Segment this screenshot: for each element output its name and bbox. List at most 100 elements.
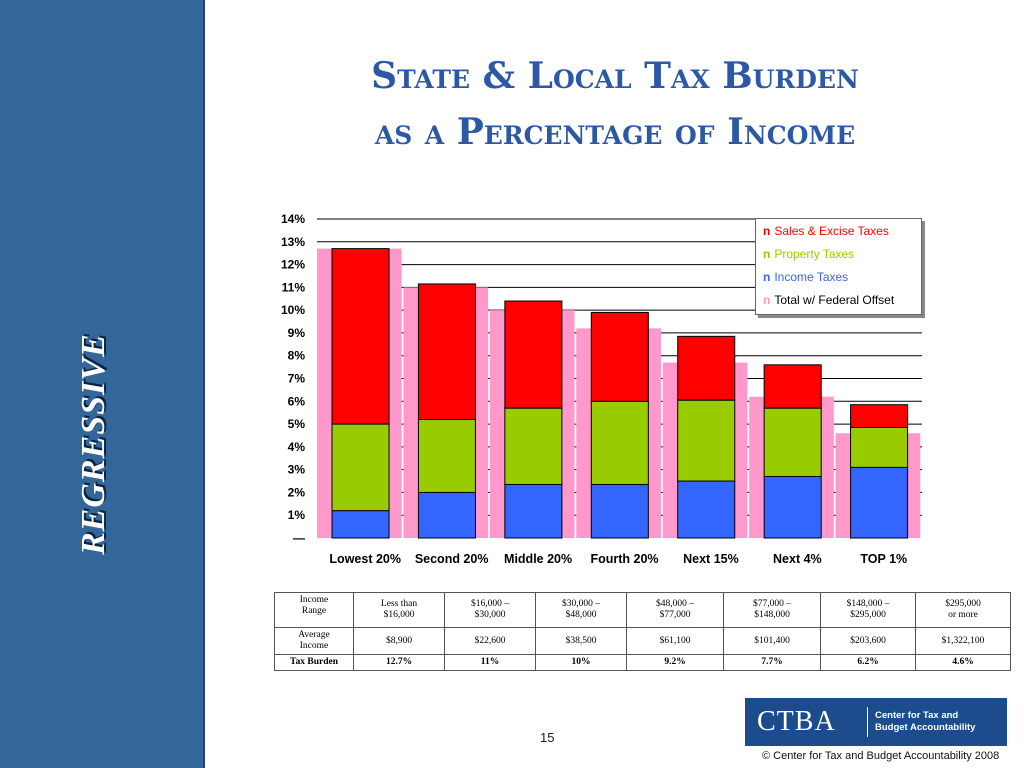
table-cell: 4.6% (915, 654, 1011, 671)
table-cell: Less than $16,000 (353, 592, 445, 628)
y-tick-label: 11% (282, 280, 306, 294)
copyright-notice: © Center for Tax and Budget Accountabili… (762, 750, 1000, 762)
category-label: Second 20% (415, 552, 489, 566)
table-cell-text: $16,000 (383, 610, 415, 620)
logo-name-line2: Budget Accountability (875, 722, 976, 733)
table-row: Income Range Less than $16,000 $16,000 – $30,… (274, 592, 1011, 628)
chart-y-tick-labels: — 1% 2% 3% 4% 5% 6% 7% 8% 9% 10% 11% 12% 13% 14% (281, 212, 305, 545)
table-cell-text: $295,000 (850, 610, 886, 620)
table-cell-text: $203,600 (850, 635, 886, 646)
chart-bars (317, 248, 921, 539)
bar-sales-excise-taxes (590, 311, 649, 402)
category-label: Middle 20% (504, 552, 572, 566)
table-cell-text: $77,000 – (753, 599, 791, 609)
chart-category-labels: Lowest 20% Second 20% Middle 20% Fourth 20%… (329, 552, 907, 566)
y-tick-label: 10% (281, 303, 305, 317)
legend-item-sales: n Sales & Excise Taxes (763, 224, 889, 238)
table-cell: $48,000 – $77,000 (626, 592, 724, 628)
table-cell-text: 4.6% (952, 657, 974, 667)
table-cell-text: $22,600 (474, 635, 506, 646)
table-cell: 11% (444, 654, 536, 671)
category-label: Next 15% (683, 552, 739, 566)
y-tick-label: 13% (281, 235, 305, 249)
category-label: Fourth 20% (590, 552, 658, 566)
table-cell: 10% (535, 654, 627, 671)
table-cell-text: Income (299, 641, 329, 651)
table-cell: 9.2% (626, 654, 724, 671)
legend-item-total: n Total w/ Federal Offset (763, 293, 894, 307)
table-cell-text: $48,000 – (656, 599, 694, 609)
table-cell-text: $77,000 (659, 610, 691, 620)
table-row: Average Income $8,900 $22,600 $38,500 $61,100… (274, 627, 1011, 655)
y-tick-label: 3% (288, 463, 306, 477)
category-label: Lowest 20% (329, 552, 401, 566)
y-tick-label: 2% (288, 485, 306, 499)
bar-property-taxes (504, 407, 563, 485)
table-cell: 7.7% (723, 654, 821, 671)
table-cell: $203,600 (820, 627, 916, 655)
slide-title-line1: State & Local Tax Burden (371, 55, 859, 97)
slide-title: State & Local Tax Burden as a Percentage… (215, 48, 1015, 160)
table-cell: $148,000 – $295,000 (820, 592, 916, 628)
table-cell-text: $148,000 – (846, 599, 890, 609)
y-tick-label: 5% (288, 417, 306, 431)
bar-property-taxes (417, 419, 476, 493)
bar-sales-excise-taxes (331, 248, 390, 425)
table-cell: $30,000 – $48,000 (535, 592, 627, 628)
y-tick-label: — (293, 531, 305, 545)
bar-sales-excise-taxes (504, 300, 563, 409)
table-cell-text: $30,000 (474, 610, 506, 620)
table-cell-text: $101,400 (754, 635, 790, 646)
bar-property-taxes (331, 423, 390, 512)
bar-sales-excise-taxes (850, 404, 909, 428)
logo-name: Center for Tax and Budget Accountability (875, 710, 1000, 734)
slide-title-line2: as a Percentage of Income (374, 111, 856, 153)
y-tick-label: 14% (281, 212, 305, 226)
legend-bullet-property: n (763, 247, 771, 261)
table-cell-text: 6.2% (857, 657, 879, 667)
legend-label-sales: Sales & Excise Taxes (774, 224, 889, 238)
bar-sales-excise-taxes (417, 283, 476, 421)
table-cell-text: or more (948, 610, 978, 620)
bar-income-taxes (763, 475, 822, 539)
bar-income-taxes (331, 510, 390, 539)
table-cell-text: $38,500 (565, 635, 597, 646)
table-cell-text: 12.7% (385, 657, 413, 667)
bar-property-taxes (590, 400, 649, 485)
y-tick-label: 8% (288, 349, 306, 363)
y-tick-label: 1% (288, 508, 306, 522)
table-row: Tax Burden 12.7% 11% 10% 9.2% 7.7% 6.2% 4.6% (274, 654, 1011, 671)
logo-name-line1: Center for Tax and (875, 710, 959, 721)
table-row-header: Income Range (274, 592, 354, 628)
table-cell: $38,500 (535, 627, 627, 655)
table-cell-text: 9.2% (664, 657, 686, 667)
y-tick-label: 4% (288, 440, 306, 454)
table-cell: $295,000 or more (915, 592, 1011, 628)
table-cell-text: Tax Burden (290, 657, 338, 667)
bar-income-taxes (677, 480, 736, 539)
y-tick-label: 9% (288, 326, 306, 340)
table-cell: $61,100 (626, 627, 724, 655)
bar-property-taxes (850, 426, 909, 468)
table-cell-text: 11% (480, 657, 500, 667)
income-table: Income Range Less than $16,000 $16,000 – $30,… (274, 592, 1011, 671)
bar-property-taxes (763, 407, 822, 477)
table-cell: $16,000 – $30,000 (444, 592, 536, 628)
table-row-header: Tax Burden (274, 654, 354, 671)
table-cell: $77,000 – $148,000 (723, 592, 821, 628)
table-cell: 6.2% (820, 654, 916, 671)
logo-divider (867, 707, 868, 737)
legend-item-property: n Property Taxes (763, 247, 854, 261)
legend-label-property: Property Taxes (774, 247, 855, 261)
table-cell-text: Average (298, 630, 330, 640)
bar-income-taxes (504, 483, 563, 539)
legend-label-total: Total w/ Federal Offset (774, 293, 895, 307)
table-cell-text: $48,000 (565, 610, 597, 620)
table-cell-text: $8,900 (385, 635, 413, 646)
legend-bullet-total: n (763, 293, 771, 307)
category-label: TOP 1% (860, 552, 907, 566)
bar-sales-excise-taxes (763, 364, 822, 409)
table-cell: $22,600 (444, 627, 536, 655)
ctba-logo: CTBA Center for Tax and Budget Accountab… (745, 698, 1007, 746)
legend-item-income: n Income Taxes (763, 270, 848, 284)
